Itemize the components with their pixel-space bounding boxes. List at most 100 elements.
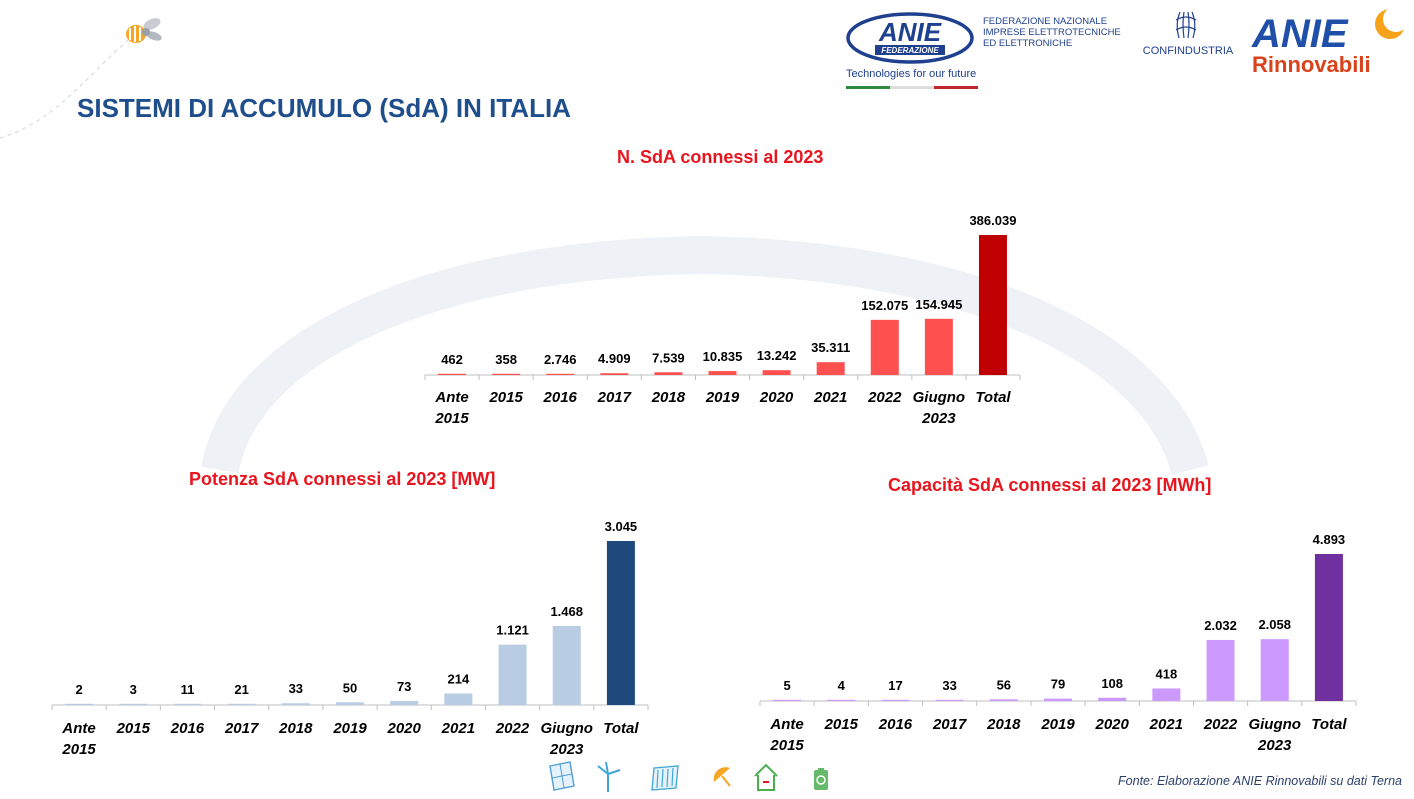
bar-power-5: [336, 702, 364, 705]
tick-label-power-6: 2020: [386, 720, 421, 737]
tick-label-count-6: 2020: [759, 389, 794, 406]
data-label-capacity-1: 4: [838, 678, 846, 693]
tick-label-capacity-9-line0: Giugno: [1248, 716, 1301, 733]
tick-label-count-0-line0: Ante: [434, 389, 468, 406]
tick-label-count-8: 2022: [867, 389, 902, 406]
tick-label-capacity-7: 2021: [1149, 716, 1183, 733]
confindustria-text: CONFINDUSTRIA: [1143, 45, 1234, 57]
bar-capacity-3: [935, 699, 964, 701]
bar-power-4: [281, 703, 310, 705]
tick-label-count-7: 2021: [813, 389, 847, 406]
data-label-count-7: 35.311: [811, 340, 850, 355]
source-note: Fonte: Elaborazione ANIE Rinnovabili su …: [1118, 774, 1402, 788]
data-label-power-3: 21: [234, 682, 248, 697]
bar-capacity-1: [827, 699, 856, 701]
tick-label-capacity-8: 2022: [1203, 716, 1238, 733]
data-label-count-10: 386.039: [969, 213, 1016, 228]
tick-label-power-2: 2016: [170, 720, 205, 737]
bar-power-1: [119, 703, 148, 705]
bar-count-4: [654, 372, 683, 375]
tick-label-power-7: 2021: [441, 720, 475, 737]
anie-tagline: Technologies for our future: [846, 68, 976, 80]
tick-label-capacity-5: 2019: [1040, 716, 1075, 733]
bar-capacity-2: [881, 699, 910, 701]
footer-icons: [548, 760, 838, 794]
bar-power-2: [173, 703, 202, 705]
confindustria-logo: CONFINDUSTRIA: [1140, 8, 1236, 64]
data-label-count-5: 10.835: [703, 349, 743, 364]
data-label-count-8: 152.075: [861, 298, 908, 313]
tick-label-count-9-line0: Giugno: [913, 389, 966, 406]
page-title: SISTEMI DI ACCUMULO (SdA) IN ITALIA: [77, 93, 571, 123]
data-label-capacity-3: 33: [942, 678, 956, 693]
bar-power-9: [552, 625, 581, 705]
data-label-count-2: 2.746: [544, 352, 577, 367]
tick-label-count-9-line1: 2023: [921, 410, 956, 427]
tick-label-power-4: 2018: [278, 720, 313, 737]
data-label-count-0: 462: [441, 352, 463, 367]
bar-count-1: [492, 373, 521, 375]
bar-power-6: [390, 701, 419, 705]
data-label-count-9: 154.945: [915, 297, 962, 312]
tick-label-power-10: Total: [603, 720, 639, 737]
wind-turbine-icon: [597, 761, 621, 792]
tick-label-capacity-4: 2018: [986, 716, 1021, 733]
green-house-icon: [754, 763, 778, 791]
battery-recycle-icon: [814, 768, 828, 790]
solar-panel-icon: [549, 761, 575, 791]
anie-federazione-logo: ANIE FEDERAZIONE FEDERAZIONE NAZIONALE I…: [845, 8, 1135, 92]
data-label-power-9: 1.468: [550, 604, 583, 619]
bar-capacity-8: [1206, 639, 1235, 701]
chart-title-count: N. SdA connessi al 2023: [617, 147, 824, 167]
tick-label-capacity-9-line1: 2023: [1257, 737, 1292, 754]
tick-label-capacity-2: 2016: [878, 716, 913, 733]
chart-title-capacity: Capacità SdA connessi al 2023 [MWh]: [888, 475, 1212, 495]
bar-capacity-7: [1152, 688, 1181, 701]
data-label-power-6: 73: [397, 679, 411, 694]
tick-label-count-10: Total: [975, 389, 1011, 406]
bar-count-0: [438, 373, 467, 375]
data-label-power-8: 1.121: [496, 623, 529, 638]
tick-label-power-0-line0: Ante: [61, 720, 95, 737]
data-label-capacity-0: 5: [783, 678, 790, 693]
data-label-power-7: 214: [448, 671, 470, 686]
rinnovabili-anie-text: ANIE: [1251, 12, 1349, 56]
bar-power-10: [606, 541, 635, 705]
data-label-capacity-6: 108: [1101, 676, 1123, 691]
tick-label-count-5: 2019: [705, 389, 740, 406]
data-label-power-1: 3: [130, 682, 137, 697]
tick-label-power-5: 2019: [332, 720, 367, 737]
data-label-power-0: 2: [75, 682, 82, 697]
data-label-capacity-2: 17: [888, 678, 902, 693]
data-label-capacity-4: 56: [997, 677, 1011, 692]
data-label-power-2: 11: [181, 682, 195, 697]
tick-label-capacity-0-line1: 2015: [769, 737, 804, 754]
bar-capacity-6: [1098, 697, 1127, 701]
tick-label-capacity-0-line0: Ante: [769, 716, 803, 733]
bar-count-9: [924, 318, 953, 375]
bar-power-0: [65, 703, 94, 705]
tick-label-capacity-6: 2020: [1094, 716, 1129, 733]
bar-capacity-5: [1044, 698, 1072, 701]
tick-label-capacity-10: Total: [1311, 716, 1347, 733]
tick-label-count-3: 2017: [597, 389, 632, 406]
data-label-power-5: 50: [343, 680, 357, 695]
tick-label-power-9-line0: Giugno: [540, 720, 593, 737]
bee-logo-icon: [126, 18, 162, 43]
bar-count-8: [870, 319, 899, 375]
anie-logo-text: ANIE: [878, 17, 942, 47]
bar-power-3: [227, 703, 256, 705]
bar-count-3: [600, 373, 629, 375]
tick-label-power-8: 2022: [495, 720, 530, 737]
anie-logo-sub: FEDERAZIONE: [881, 46, 939, 55]
data-label-count-4: 7.539: [652, 350, 685, 365]
tick-label-power-3: 2017: [224, 720, 259, 737]
anie-org-line-2: IMPRESE ELETTROTECNICHE: [983, 27, 1121, 38]
data-label-capacity-5: 79: [1051, 677, 1065, 692]
data-label-count-3: 4.909: [598, 351, 631, 366]
hydro-icon: [651, 765, 679, 791]
data-label-power-4: 33: [289, 681, 303, 696]
